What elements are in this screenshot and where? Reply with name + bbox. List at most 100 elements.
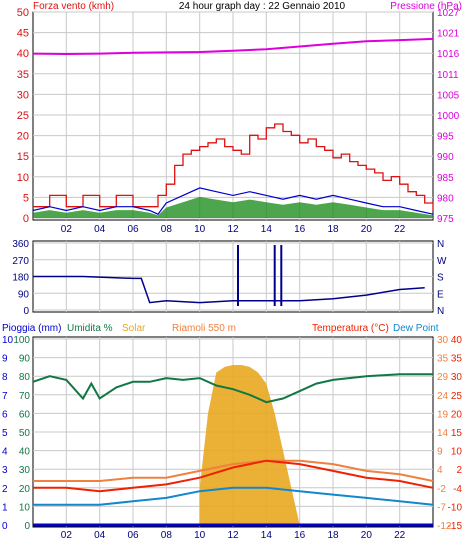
compass-tick-label: W: [437, 256, 447, 267]
humidity-tick-label: 20: [19, 484, 31, 495]
temperature-tick-label: 25: [451, 391, 463, 402]
x-tick-label-bottom: 16: [294, 530, 306, 541]
compass-tick-label: N: [437, 306, 444, 317]
dewpoint-tick-label: 9: [437, 447, 443, 458]
rain-tick-label: 5: [2, 428, 8, 439]
x-tick-label-top: 04: [94, 224, 106, 235]
humidity-label: Umidita %: [67, 323, 113, 334]
humidity-tick-label: 50: [19, 428, 31, 439]
humidity-tick-label: 70: [19, 391, 31, 402]
humidity-tick-label: 100: [13, 335, 30, 346]
x-tick-label-top: 06: [127, 224, 139, 235]
dewpoint-tick-label: -7: [437, 502, 446, 513]
dewpoint-tick-label: 29: [437, 372, 449, 383]
solar-area: [199, 365, 300, 525]
compass-tick-label: E: [437, 289, 444, 300]
x-tick-label-top: 16: [294, 224, 306, 235]
chart-title: 24 hour graph day : 22 Gennaio 2010: [179, 1, 346, 12]
riamoli-label: Riamoli 550 m: [172, 323, 236, 334]
pressure-tick-label: 1011: [437, 70, 459, 81]
rain-tick-label: 7: [2, 391, 8, 402]
wind-force-line: [33, 123, 434, 211]
direction-tick-label: 270: [12, 256, 29, 267]
rain-tick-label: 8: [2, 372, 8, 383]
pressure-tick-label: 975: [437, 214, 454, 225]
dewpoint-tick-label: 35: [437, 354, 449, 365]
wind-tick-label: 15: [17, 151, 29, 163]
pressure-tick-label: 1005: [437, 90, 460, 101]
x-tick-label-top: 02: [61, 224, 73, 235]
x-tick-label-bottom: 18: [327, 530, 339, 541]
dewpoint-tick-label: 4: [437, 465, 443, 476]
humidity-tick-label: 80: [19, 372, 31, 383]
x-tick-label-top: 22: [394, 224, 406, 235]
humidity-tick-label: 40: [19, 447, 31, 458]
humidity-tick-label: 90: [19, 354, 31, 365]
pressure-tick-label: 1021: [437, 29, 460, 40]
dewpoint-tick-label: -2: [437, 484, 446, 495]
temperature-tick-label: 10: [451, 447, 463, 458]
direction-tick-label: 90: [18, 289, 30, 300]
x-tick-label-bottom: 02: [61, 530, 73, 541]
humidity-tick-label: 60: [19, 409, 31, 420]
pressure-line: [32, 37, 434, 56]
wind-gust-line: [32, 187, 434, 215]
rain-tick-label: 1: [2, 502, 8, 513]
riamoli-line: [33, 459, 434, 482]
temperature-line: [33, 459, 434, 493]
temperature-tick-label: 35: [451, 354, 463, 365]
dewpoint-tick-label: -12: [437, 521, 452, 532]
rain-tick-label: 9: [2, 354, 8, 365]
x-tick-label-bottom: 04: [94, 530, 106, 541]
wind-fill-area: [33, 196, 433, 218]
wind-tick-label: 50: [17, 7, 29, 19]
temperature-tick-label: 15: [451, 428, 463, 439]
humidity-tick-label: 0: [24, 521, 30, 532]
wind-axis-label: Forza vento (kmh): [33, 1, 114, 12]
temperature-tick-label: -4: [453, 484, 462, 495]
humidity-line: [32, 373, 433, 404]
x-tick-label-bottom: 10: [194, 530, 206, 541]
solar-label: Solar: [122, 323, 146, 334]
dewpoint-tick-label: 24: [437, 391, 449, 402]
dewpoint-tick-label: 14: [437, 428, 449, 439]
wind-tick-label: 45: [17, 28, 29, 40]
pressure-tick-label: 1000: [437, 111, 460, 122]
x-tick-label-top: 18: [327, 224, 339, 235]
pressure-axis-label: Pressione (hPa): [390, 1, 462, 12]
x-tick-label-bottom: 20: [361, 530, 373, 541]
dewpoint-tick-label: 30: [437, 335, 449, 346]
rain-tick-label: 3: [2, 465, 8, 476]
wind-tick-label: 0: [23, 213, 29, 225]
x-tick-label-top: 20: [361, 224, 373, 235]
wind-tick-label: 5: [23, 192, 29, 204]
wind-direction-line: [33, 275, 425, 304]
compass-tick-label: N: [437, 239, 444, 250]
temperature-tick-label: 20: [451, 409, 463, 420]
x-tick-label-top: 08: [161, 224, 173, 235]
tick-labels: 0202040406060808101012121414161618182020…: [2, 7, 462, 541]
x-tick-label-bottom: 14: [261, 530, 273, 541]
dewpoint-tick-label: 19: [437, 409, 449, 420]
temperature-tick-label: 30: [451, 372, 463, 383]
rain-tick-label: 10: [2, 335, 14, 346]
temperature-tick-label: 40: [451, 335, 463, 346]
x-tick-label-bottom: 12: [227, 530, 239, 541]
temperature-tick-label: -15: [448, 521, 463, 532]
pressure-tick-label: 990: [437, 152, 454, 163]
series-lines: [32, 37, 434, 527]
wind-tick-label: 30: [17, 89, 29, 101]
rain-tick-label: 6: [2, 409, 8, 420]
temperature-tick-label: -10: [448, 502, 463, 513]
pressure-tick-label: 1016: [437, 49, 460, 60]
pressure-tick-label: 985: [437, 173, 454, 184]
x-tick-label-bottom: 22: [394, 530, 406, 541]
x-tick-label-bottom: 08: [161, 530, 173, 541]
temperature-label: Temperatura (°C): [312, 323, 389, 334]
x-tick-label-bottom: 06: [127, 530, 139, 541]
compass-tick-label: S: [437, 273, 444, 284]
direction-tick-label: 0: [23, 306, 29, 317]
pressure-tick-label: 1027: [437, 8, 460, 19]
